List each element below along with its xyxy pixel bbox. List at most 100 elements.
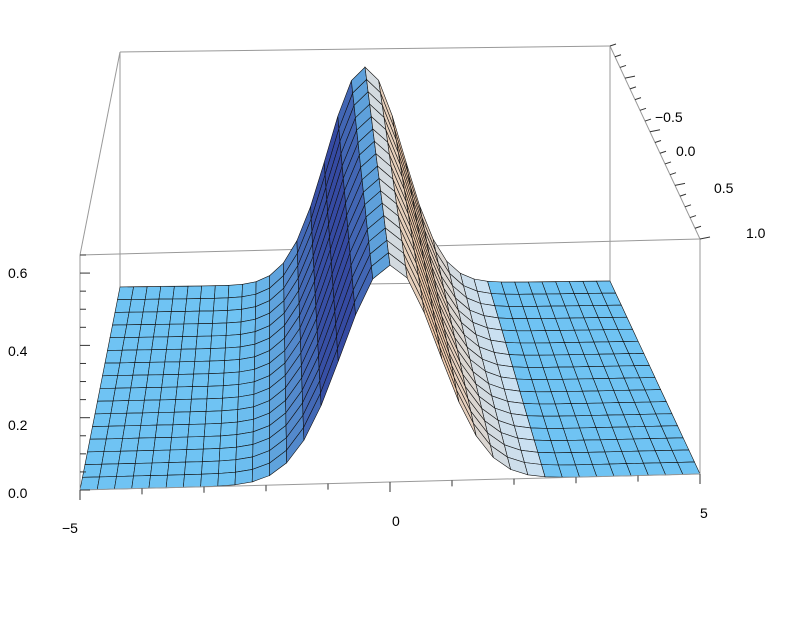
surface-cell <box>169 311 186 325</box>
surface-cell <box>142 298 160 313</box>
surface-cell <box>153 323 171 338</box>
surface-cell <box>154 424 174 439</box>
surface-cell <box>103 438 123 452</box>
surface-cell <box>114 475 134 490</box>
surface-cell <box>195 335 212 350</box>
surface-cell <box>204 410 223 425</box>
surface-cell <box>124 324 142 338</box>
y-tick-mark <box>649 129 661 133</box>
surface-cell <box>158 399 177 413</box>
surface-mesh <box>79 66 701 491</box>
surface-cell <box>194 348 212 362</box>
surface-cell <box>205 397 223 412</box>
surface-cell <box>134 450 155 464</box>
surface-cell <box>164 348 182 363</box>
surface-cell <box>188 411 207 425</box>
surface-cell <box>94 400 114 415</box>
surface-cell <box>182 473 202 488</box>
surface-cell <box>217 471 236 487</box>
y-tick-mark <box>644 118 652 122</box>
surface-cell <box>225 321 242 336</box>
surface-cell <box>101 450 121 465</box>
surface-cell <box>156 411 175 426</box>
surface-cell <box>210 335 227 349</box>
surface-cell <box>179 348 197 363</box>
surface-cell <box>165 474 185 489</box>
surface-cell <box>158 285 175 300</box>
box-edge <box>119 45 611 53</box>
surface-cell <box>149 349 167 363</box>
surface-cell <box>184 461 203 476</box>
surface-cell <box>175 386 193 400</box>
surface-cell <box>89 425 109 440</box>
surface-cell <box>144 386 163 401</box>
surface-cell <box>186 285 203 300</box>
surface-cell <box>116 463 136 477</box>
surface-cell <box>207 372 225 387</box>
surface-cell <box>162 361 181 376</box>
surface-cell <box>102 362 121 377</box>
y-tick-mark <box>684 204 692 208</box>
surface-cell <box>110 400 130 414</box>
surface-cell <box>130 286 148 300</box>
surface-cell <box>223 359 241 374</box>
y-tick-mark <box>659 150 667 154</box>
surface-cell <box>126 399 145 414</box>
surface-cell <box>140 412 159 426</box>
surface-cell <box>124 412 143 427</box>
surface-cell <box>138 324 156 338</box>
surface-cell <box>167 323 185 338</box>
surface-cell <box>225 334 241 349</box>
surface-cell <box>170 298 188 312</box>
surface-cell <box>208 360 226 375</box>
surface-cell <box>234 469 253 486</box>
surface-cell <box>180 335 198 350</box>
surface-cell <box>136 437 156 452</box>
y-tick-mark <box>694 225 702 229</box>
surface-cell <box>138 424 158 439</box>
surface-cell <box>133 462 153 477</box>
surface-cell <box>219 434 238 449</box>
surface-cell <box>87 438 107 453</box>
surface-cell <box>203 422 222 437</box>
surface-cell <box>79 476 100 491</box>
y-tick-mark <box>639 107 647 111</box>
surface-cell <box>96 476 117 490</box>
surface-cell <box>227 296 243 311</box>
z-tick-label: 0.6 <box>8 265 28 281</box>
surface-cell <box>202 448 221 463</box>
y-tick-mark <box>624 75 636 79</box>
surface-cell <box>167 461 186 476</box>
surface-cell <box>218 446 237 462</box>
surface-cell <box>115 374 134 389</box>
surface-cell <box>189 398 208 413</box>
surface-cell <box>182 323 199 337</box>
surface-cell <box>130 374 149 389</box>
y-tick-mark <box>669 172 677 176</box>
surface-cell <box>99 375 119 389</box>
surface-cell <box>171 424 190 438</box>
surface-cell <box>148 474 168 489</box>
surface-cell <box>114 299 132 313</box>
surface-cell <box>145 374 164 388</box>
surface-cell <box>168 449 188 463</box>
y-tick-mark <box>629 86 637 90</box>
surface-cell <box>104 349 123 364</box>
surface-cell <box>187 423 206 438</box>
surface-cell <box>184 298 201 312</box>
surface-cell <box>222 371 240 387</box>
surface-cell <box>134 349 153 363</box>
surface-cell <box>153 437 172 451</box>
surface-cell <box>112 387 132 402</box>
surface-cell <box>220 421 238 437</box>
surface-cell <box>227 283 243 299</box>
surface-cell <box>128 387 147 401</box>
z-tick-label: 0.2 <box>8 417 28 433</box>
surface-cell <box>222 384 240 399</box>
surface-cell <box>121 336 140 351</box>
surface-cell <box>214 284 230 299</box>
surface-cell <box>97 387 116 402</box>
x-tick-label: 0 <box>392 513 400 529</box>
surface-cell <box>172 285 189 300</box>
z-tick-label: 0.4 <box>8 343 28 359</box>
